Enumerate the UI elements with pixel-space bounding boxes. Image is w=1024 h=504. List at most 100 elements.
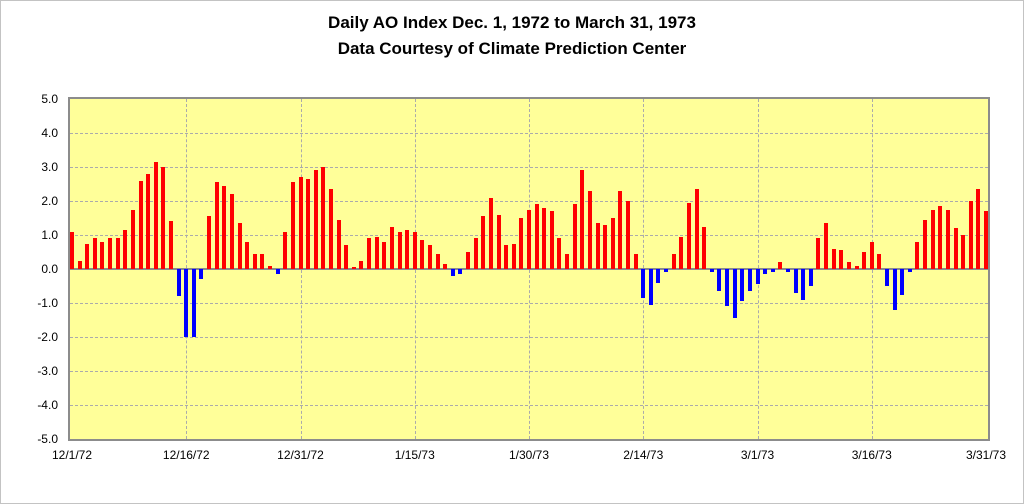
bar-negative (184, 269, 189, 337)
bar-positive (214, 182, 219, 269)
bar-negative (785, 269, 790, 273)
bar-negative (717, 269, 722, 292)
bar-positive (374, 236, 379, 269)
bar-positive (473, 238, 478, 269)
bar-positive (466, 252, 471, 269)
x-tick-label: 2/14/73 (623, 448, 664, 462)
bar-negative (656, 269, 661, 283)
bar-positive (420, 240, 425, 269)
bar-positive (412, 231, 417, 269)
bar-positive (153, 161, 158, 269)
bar-negative (740, 269, 745, 302)
y-tick-label: 4.0 (41, 126, 58, 140)
bar-positive (572, 204, 577, 269)
bar-positive (359, 260, 364, 269)
bar-positive (961, 235, 966, 269)
bar-positive (565, 253, 570, 269)
bar-negative (709, 269, 714, 273)
bar-negative (191, 269, 196, 337)
y-tick-label: -1.0 (37, 296, 58, 310)
y-tick-label: 5.0 (41, 92, 58, 106)
x-tick-label: 12/31/72 (277, 448, 324, 462)
zero-axis-line (70, 268, 988, 270)
x-tick-label: 12/16/72 (162, 448, 210, 462)
bar-positive (953, 228, 958, 269)
bar-negative (199, 269, 204, 280)
y-tick-label: -5.0 (37, 432, 58, 446)
bar-positive (603, 224, 608, 269)
y-tick-label: 2.0 (41, 194, 58, 208)
bar-positive (976, 189, 981, 269)
bar-positive (260, 253, 265, 269)
bar-positive (519, 218, 524, 269)
bar-negative (458, 269, 463, 275)
bar-positive (161, 167, 166, 269)
bar-positive (542, 207, 547, 269)
x-tick-label: 3/1/73 (740, 448, 775, 462)
bar-positive (694, 189, 699, 269)
bar-positive (306, 178, 311, 269)
y-tick-label: -3.0 (37, 364, 58, 378)
bar-positive (130, 209, 135, 269)
bar-positive (610, 218, 615, 269)
bar-positive (70, 231, 74, 269)
bar-negative (770, 269, 775, 273)
bar-positive (816, 238, 821, 269)
bar-positive (207, 216, 212, 269)
x-tick-label: 3/31/73 (965, 448, 1007, 462)
bar-positive (534, 204, 539, 269)
bar-positive (268, 265, 273, 269)
bar-positive (968, 201, 973, 269)
bar-positive (831, 248, 836, 269)
bar-positive (85, 243, 90, 269)
bar-positive (92, 238, 97, 269)
bar-positive (115, 238, 120, 269)
y-tick-label: -2.0 (37, 330, 58, 344)
bar-positive (108, 238, 113, 269)
bar-positive (862, 252, 867, 269)
bar-positive (702, 226, 707, 269)
x-tick-label: 3/16/73 (851, 448, 892, 462)
bar-negative (907, 269, 912, 273)
bar-positive (336, 219, 341, 269)
y-tick-label: -4.0 (37, 398, 58, 412)
bar-positive (100, 241, 105, 269)
bar-positive (877, 253, 882, 269)
bar-negative (755, 269, 760, 285)
bar-positive (557, 238, 562, 269)
bar-negative (892, 269, 897, 310)
bar-negative (801, 269, 806, 300)
bar-positive (481, 216, 486, 269)
bar-positive (443, 263, 448, 269)
bar-positive (595, 223, 600, 269)
bar-negative (747, 269, 752, 292)
bar-positive (618, 190, 623, 269)
bar-positive (123, 229, 128, 269)
bar-positive (580, 170, 585, 269)
bar-positive (252, 253, 257, 269)
bar-positive (671, 253, 676, 269)
bar-negative (176, 269, 181, 297)
bar-positive (290, 182, 295, 269)
bar-positive (633, 253, 638, 269)
bar-negative (793, 269, 798, 293)
bar-positive (328, 189, 333, 269)
bar-positive (405, 229, 410, 269)
bar-positive (427, 245, 432, 269)
bar-negative (732, 269, 737, 319)
bar-positive (504, 245, 509, 269)
bar-negative (900, 269, 905, 295)
bar-negative (884, 269, 889, 286)
bar-positive (146, 173, 151, 269)
bar-positive (915, 241, 920, 269)
bar-positive (778, 262, 783, 269)
plot-area (68, 97, 990, 441)
y-tick-label: 0.0 (41, 262, 58, 276)
bar-positive (367, 238, 372, 269)
bar-positive (938, 206, 943, 269)
bar-positive (626, 201, 631, 269)
y-tick-label: 3.0 (41, 160, 58, 174)
bar-positive (77, 260, 82, 269)
y-tick-label: 1.0 (41, 228, 58, 242)
bar-positive (169, 221, 174, 269)
